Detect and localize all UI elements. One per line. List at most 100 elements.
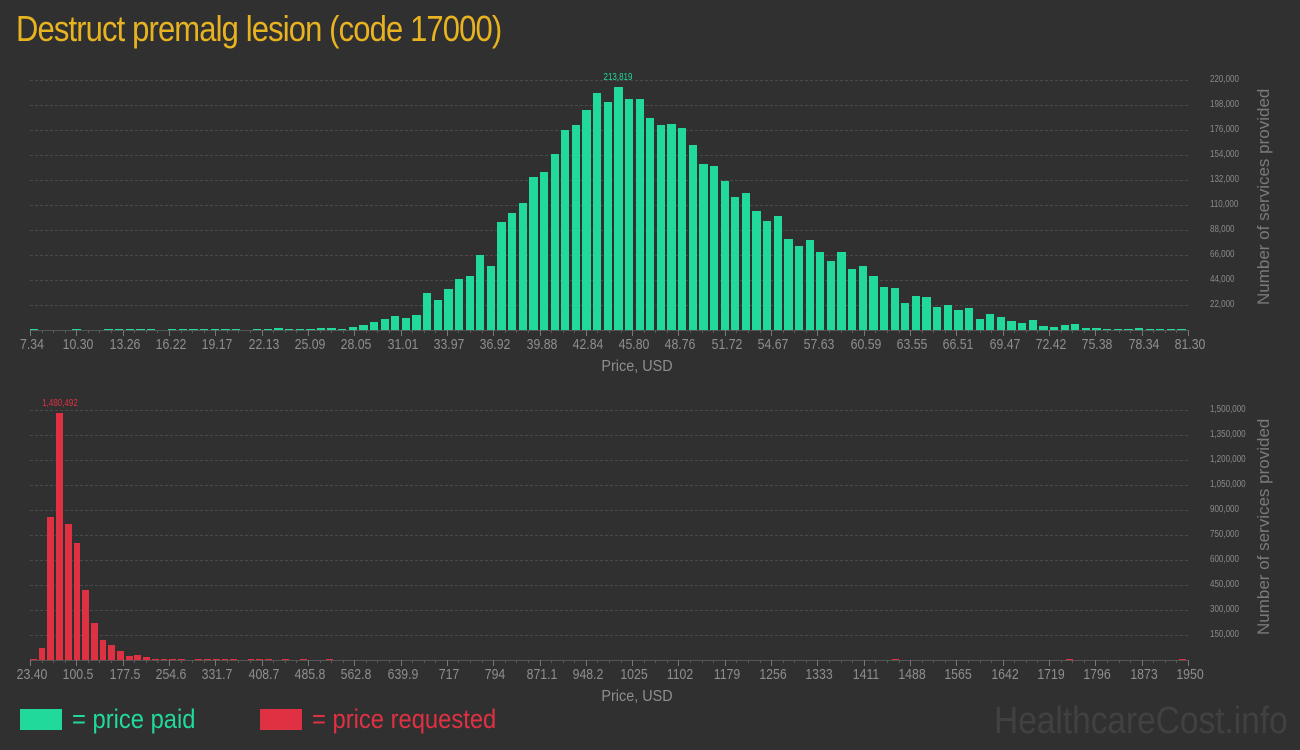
x-minor-tick <box>690 330 692 333</box>
x-minor-tick <box>1014 330 1016 333</box>
x-minor-tick <box>933 660 935 663</box>
gridline <box>30 80 1188 81</box>
histogram-bar <box>38 648 46 660</box>
x-minor-tick <box>134 330 136 333</box>
gridline <box>30 585 1188 586</box>
gridline <box>30 635 1188 636</box>
histogram-bar <box>837 252 846 330</box>
x-minor-tick <box>794 660 796 663</box>
x-minor-tick <box>111 660 113 663</box>
histogram-bar <box>1039 326 1048 330</box>
x-minor-tick <box>643 660 645 663</box>
x-tick-mark <box>771 330 773 336</box>
gridline <box>30 485 1188 486</box>
x-minor-tick <box>412 660 414 663</box>
histogram-bar <box>454 279 464 330</box>
histogram-bar <box>253 328 262 330</box>
x-tick-mark <box>215 330 217 336</box>
histogram-bar <box>199 328 209 330</box>
x-tick-mark <box>215 660 217 666</box>
x-tick-mark <box>1141 660 1143 666</box>
histogram-bar <box>518 203 527 330</box>
x-minor-tick <box>331 660 333 663</box>
y-axis-label: Number of services provided <box>1254 418 1273 635</box>
x-tick-label: 408.7 <box>248 666 279 683</box>
x-axis-label: Price, USD <box>601 358 673 375</box>
x-tick-label: 39.88 <box>526 336 557 353</box>
histogram-bar <box>529 177 538 330</box>
peak-value-label: 213,819 <box>603 72 633 84</box>
x-minor-tick <box>41 660 43 663</box>
x-minor-tick <box>1118 660 1120 663</box>
x-minor-tick <box>597 330 599 333</box>
histogram-bar <box>933 307 942 330</box>
histogram-bar <box>1007 321 1016 330</box>
x-tick-label: 1025 <box>620 666 648 683</box>
x-minor-tick <box>1153 660 1155 663</box>
x-tick-label: 69.47 <box>989 336 1021 353</box>
watermark: HealthcareCost.info <box>994 700 1288 742</box>
histogram-bar <box>826 261 836 330</box>
histogram-bar <box>784 238 793 330</box>
x-minor-tick <box>562 330 564 333</box>
histogram-bar <box>125 656 133 660</box>
x-tick-mark <box>1188 660 1189 666</box>
histogram-bar <box>82 590 90 660</box>
histogram-bar <box>869 276 878 330</box>
peak-value-label: 1,480,492 <box>41 398 78 410</box>
x-tick-label: 13.26 <box>109 336 141 353</box>
histogram-bar <box>667 123 676 330</box>
histogram-bar <box>1066 658 1073 660</box>
x-tick-label: 562.8 <box>340 666 372 683</box>
price-paid-swatch <box>20 709 62 730</box>
x-minor-tick <box>64 660 66 663</box>
x-tick-label: 794 <box>484 666 506 683</box>
x-minor-tick <box>852 330 854 333</box>
histogram-bar <box>1071 323 1080 330</box>
x-minor-tick <box>203 330 205 333</box>
x-minor-tick <box>551 330 553 333</box>
y-tick-label: 1,200,000 <box>1210 454 1246 465</box>
x-minor-tick <box>53 330 55 333</box>
x-tick-label: 485.8 <box>294 666 326 683</box>
histogram-bar <box>72 328 81 330</box>
histogram-bar <box>1113 328 1122 330</box>
x-minor-tick <box>458 660 460 663</box>
x-minor-tick <box>944 660 946 663</box>
histogram-bar <box>1060 325 1069 330</box>
histogram-bar <box>265 658 272 660</box>
histogram-bar <box>401 318 411 330</box>
x-minor-tick <box>979 330 981 333</box>
x-minor-tick <box>470 660 472 663</box>
x-tick-label: 331.7 <box>201 666 233 683</box>
x-minor-tick <box>527 330 529 333</box>
x-tick-mark <box>678 660 680 666</box>
histogram-bar <box>709 165 719 330</box>
x-tick-mark <box>724 330 726 336</box>
x-tick-mark <box>724 660 726 666</box>
y-tick-label: 110,000 <box>1210 199 1239 210</box>
x-minor-tick <box>342 330 344 333</box>
x-tick-label: 60.59 <box>850 336 882 353</box>
x-minor-tick <box>180 330 182 333</box>
x-minor-tick <box>701 330 703 333</box>
x-minor-tick <box>470 330 472 333</box>
x-minor-tick <box>944 330 946 333</box>
histogram-bar <box>348 326 357 330</box>
x-minor-tick <box>296 660 298 663</box>
histogram-bar <box>146 328 156 330</box>
histogram-bar <box>773 215 782 330</box>
x-minor-tick <box>1060 330 1062 333</box>
x-tick-label: 1642 <box>991 666 1019 683</box>
x-minor-tick <box>643 330 645 333</box>
x-minor-tick <box>388 660 390 663</box>
histogram-bar <box>1028 320 1037 330</box>
gridline <box>30 610 1188 611</box>
x-tick-mark <box>956 330 958 336</box>
gridline <box>30 510 1188 511</box>
x-minor-tick <box>666 330 668 333</box>
x-minor-tick <box>1025 330 1027 333</box>
x-minor-tick <box>574 330 576 333</box>
x-tick-label: 1411 <box>852 666 879 683</box>
x-minor-tick <box>435 330 437 333</box>
